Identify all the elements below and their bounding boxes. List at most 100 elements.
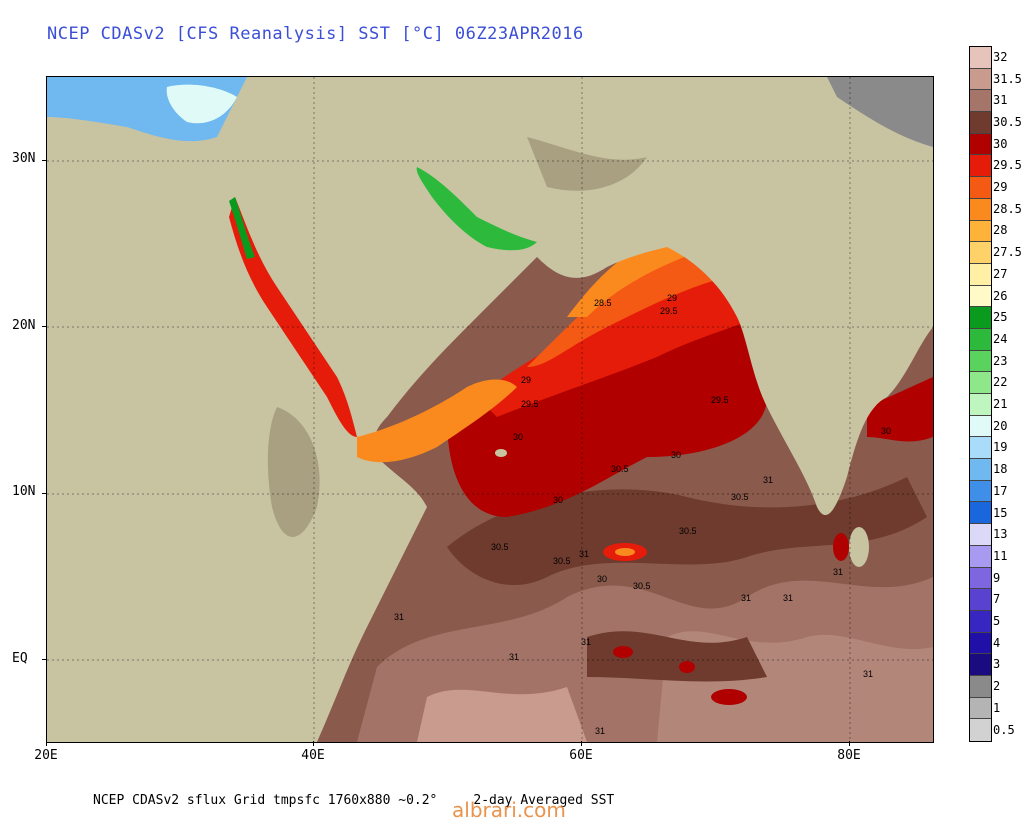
contour-label: 29 <box>521 375 531 385</box>
contour-label: 31 <box>763 475 773 485</box>
legend-label: 31 <box>993 93 1008 108</box>
contour-label: 30.5 <box>731 492 749 502</box>
persian-gulf <box>416 167 537 251</box>
legend-swatch <box>970 68 991 91</box>
legend-swatch <box>970 719 991 741</box>
legend-label: 28.5 <box>993 201 1022 216</box>
contour-label: 31 <box>579 549 589 559</box>
zagros-mountains <box>527 137 647 191</box>
sst-30-bay-of-bengal <box>867 377 933 442</box>
sst-hotspot-5 <box>613 646 633 658</box>
legend-swatch <box>970 242 991 264</box>
lon-tick <box>46 741 47 746</box>
footer: NCEP CDASv2 sflux Grid tmpsfc 1760x880 ~… <box>93 793 614 808</box>
legend-label: 3 <box>993 657 1001 672</box>
grid-lines <box>47 77 933 742</box>
legend-swatch <box>970 610 991 633</box>
land-mass <box>47 77 933 742</box>
legend-label: 27 <box>993 266 1008 281</box>
contour-label: 31 <box>595 726 605 736</box>
legend-swatch <box>970 567 991 590</box>
contour-label: 31 <box>783 593 793 603</box>
contour-label: 30 <box>597 574 607 584</box>
contour-label: 30.5 <box>491 542 509 552</box>
legend-label: 1 <box>993 700 1001 715</box>
color-legend <box>969 46 992 742</box>
lon-label-60e: 60E <box>569 748 593 763</box>
lat-label-eq: EQ <box>12 651 28 666</box>
red-sea <box>229 197 357 437</box>
legend-label: 9 <box>993 570 1001 585</box>
sst-305-region-2 <box>587 631 767 682</box>
legend-swatch <box>970 47 991 69</box>
legend-swatch <box>970 198 991 221</box>
legend-swatch <box>970 589 991 611</box>
legend-label: 0.5 <box>993 722 1015 737</box>
contour-label: 30.5 <box>553 556 571 566</box>
legend-swatch <box>970 177 991 199</box>
footer-grid-info: NCEP CDASv2 sflux Grid tmpsfc 1760x880 ~… <box>93 793 438 808</box>
lon-tick <box>849 741 850 746</box>
red-sea-north <box>229 197 255 259</box>
legend-swatch <box>970 415 991 438</box>
contour-label: 31 <box>833 567 843 577</box>
high-terrain <box>827 77 933 147</box>
legend-label: 26 <box>993 288 1008 303</box>
legend-label: 25 <box>993 310 1008 325</box>
sst-285-region <box>567 237 697 317</box>
legend-label: 30.5 <box>993 114 1022 129</box>
legend-label: 4 <box>993 635 1001 650</box>
sst-hotspot-1-core <box>615 548 635 556</box>
legend-swatch <box>970 350 991 373</box>
legend-label: 5 <box>993 614 1001 629</box>
lat-label-30n: 30N <box>12 151 36 166</box>
sst-hotspot-2 <box>833 533 849 561</box>
sst-295-region <box>477 277 757 417</box>
sri-lanka <box>849 527 869 567</box>
contour-label: 29.5 <box>660 306 678 316</box>
legend-label: 23 <box>993 353 1008 368</box>
legend-label: 29 <box>993 180 1008 195</box>
lon-tick <box>581 741 582 746</box>
legend-label: 31.5 <box>993 71 1022 86</box>
legend-swatch <box>970 545 991 568</box>
legend-swatch <box>970 90 991 113</box>
contour-label: 30.5 <box>611 464 629 474</box>
contour-label: 31 <box>581 637 591 647</box>
legend-swatch <box>970 502 991 525</box>
legend-label: 28 <box>993 223 1008 238</box>
lat-label-10n: 10N <box>12 484 36 499</box>
contour-label: 29.5 <box>711 395 729 405</box>
legend-swatch <box>970 155 991 178</box>
socotra <box>495 449 507 457</box>
sst-hotspot-4 <box>679 661 695 673</box>
lon-label-20e: 20E <box>34 748 58 763</box>
contour-label: 29.5 <box>521 399 539 409</box>
contour-label: 28.5 <box>594 298 612 308</box>
mediterranean-warm <box>166 84 237 124</box>
legend-swatch <box>970 328 991 351</box>
watermark: albrari.com <box>452 798 566 822</box>
contour-label: 30 <box>881 426 891 436</box>
legend-swatch <box>970 459 991 481</box>
contour-label: 30 <box>553 495 563 505</box>
contour-label: 31 <box>863 669 873 679</box>
map-title: NCEP CDASv2 [CFS Reanalysis] SST [°C] 06… <box>47 24 584 44</box>
sst-305-region <box>447 477 927 586</box>
legend-label: 29.5 <box>993 158 1022 173</box>
legend-label: 18 <box>993 462 1008 477</box>
legend-swatch <box>970 285 991 308</box>
footer-product: 2-day Averaged SST <box>473 793 615 808</box>
contour-label: 31 <box>509 652 519 662</box>
sst-map-svg: 28.5 29 29.5 29 29.5 29.5 30 30 30.5 30 … <box>47 77 933 742</box>
legend-swatch <box>970 437 991 460</box>
legend-label: 11 <box>993 548 1008 563</box>
legend-label: 20 <box>993 418 1008 433</box>
sst-30-region <box>447 311 767 517</box>
sst-hotspot-3 <box>711 689 747 705</box>
lat-tick <box>42 659 47 660</box>
lon-label-40e: 40E <box>301 748 325 763</box>
legend-swatch <box>970 220 991 243</box>
gulf-of-aden <box>357 379 517 463</box>
contour-label: 30.5 <box>679 526 697 536</box>
